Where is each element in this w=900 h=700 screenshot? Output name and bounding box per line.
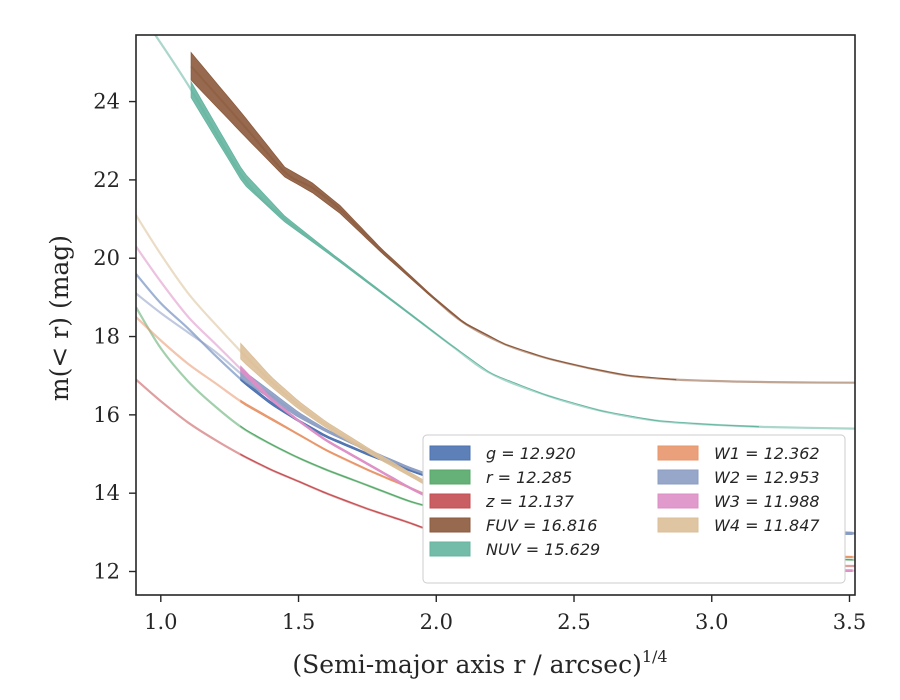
- y-axis: 12 14 16 18 20 22 24: [93, 90, 136, 584]
- legend-label: NUV = 15.629: [486, 540, 600, 559]
- y-tick-label: 18: [93, 325, 120, 349]
- legend-swatch: [429, 445, 471, 461]
- x-tick-label: 2.5: [557, 610, 590, 634]
- plot-frame: [135, 34, 856, 596]
- y-tick-label: 16: [93, 403, 120, 427]
- y-tick-label: 12: [93, 560, 120, 584]
- legend-label: FUV = 16.816: [486, 516, 597, 535]
- y-tick-label: 24: [93, 90, 120, 114]
- legend-swatch: [657, 469, 699, 485]
- series-band: [190, 80, 759, 428]
- legend-label: W3 = 11.988: [714, 492, 820, 511]
- x-tick-label: 1.5: [282, 610, 315, 634]
- legend-swatch: [657, 445, 699, 461]
- legend-swatch: [429, 517, 471, 533]
- legend-swatch: [429, 541, 471, 557]
- series-band: [190, 51, 677, 381]
- x-axis: 1.0 1.5 2.0 2.5 3.0 3.5: [144, 595, 866, 634]
- x-tick-label: 1.0: [144, 610, 177, 634]
- legend: g = 12.920 r = 12.285 z = 12.137 FUV = 16.8…: [422, 434, 846, 584]
- x-axis-label: (Semi-major axis r / arcsec)1/4: [292, 647, 667, 679]
- series-3: [190, 51, 855, 384]
- y-tick-label: 20: [93, 246, 120, 270]
- x-tick-label: 3.5: [833, 610, 866, 634]
- y-tick-label: 14: [93, 481, 120, 505]
- legend-box: [422, 434, 846, 584]
- legend-swatch: [429, 469, 471, 485]
- legend-swatch: [429, 493, 471, 509]
- legend-label: W4 = 11.847: [714, 516, 820, 535]
- x-axis-label-exponent: 1/4: [642, 647, 668, 666]
- y-axis-label: m(< r) (mag): [45, 235, 74, 401]
- legend-swatch: [657, 493, 699, 509]
- legend-label: W1 = 12.362: [714, 444, 820, 463]
- legend-label: W2 = 12.953: [714, 468, 820, 487]
- legend-swatch: [657, 517, 699, 533]
- series-4: [154, 35, 855, 430]
- y-tick-label: 22: [93, 168, 120, 192]
- x-tick-label: 3.0: [695, 610, 728, 634]
- legend-label: r = 12.285: [486, 468, 572, 487]
- legend-label: g = 12.920: [486, 444, 576, 463]
- x-tick-label: 2.0: [420, 610, 453, 634]
- legend-label: z = 12.137: [485, 492, 575, 511]
